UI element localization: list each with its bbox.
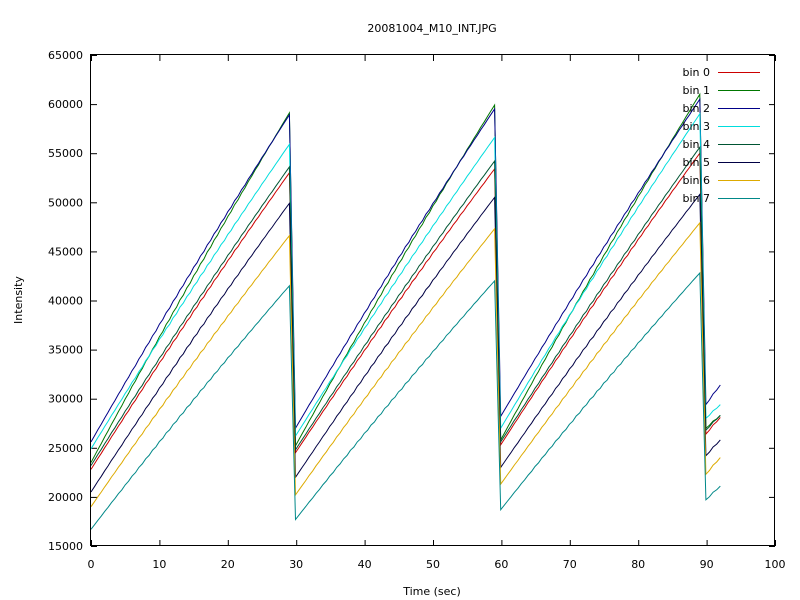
series-line-4 [90,145,721,466]
legend-label: bin 0 [682,66,710,79]
legend-label: bin 2 [682,102,710,115]
y-axis-ticks: 15000 20000 25000 30000 35000 40000 45000 50000… [48,49,83,553]
series-line-3 [90,112,721,450]
x-tick-label: 60 [494,558,508,571]
legend-label: bin 6 [682,174,710,187]
series-line-0 [90,151,721,470]
x-tick-label: 50 [426,558,440,571]
y-tick-label: 60000 [48,98,83,111]
tick-marks [91,55,776,547]
y-tick-label: 25000 [48,442,83,455]
x-tick-label: 20 [221,558,235,571]
x-tick-label: 40 [358,558,372,571]
y-tick-label: 65000 [48,49,83,62]
y-tick-label: 55000 [48,147,83,160]
series-line-2 [90,97,721,443]
x-tick-label: 100 [765,558,786,571]
series-line-7 [90,271,721,530]
series-line-5 [90,192,721,493]
x-axis-label: Time (sec) [402,585,461,598]
x-axis-ticks: 0 10 20 30 40 50 60 70 80 90 100 [88,558,786,571]
series-line-1 [90,92,721,463]
legend-label: bin 1 [682,84,710,97]
x-tick-label: 80 [631,558,645,571]
legend: bin 0 bin 1 bin 2 bin 3 bin 4 bin 5 bin 6 bin 7 [682,66,760,205]
legend-label: bin 4 [682,138,710,151]
x-tick-label: 70 [563,558,577,571]
y-tick-label: 30000 [48,393,83,406]
x-tick-label: 10 [152,558,166,571]
y-tick-label: 50000 [48,196,83,209]
legend-label: bin 7 [682,192,710,205]
legend-label: bin 3 [682,120,710,133]
y-tick-label: 40000 [48,295,83,308]
y-tick-label: 35000 [48,344,83,357]
y-tick-label: 15000 [48,540,83,553]
series-line-6 [90,221,721,507]
x-tick-label: 30 [289,558,303,571]
y-tick-label: 45000 [48,245,83,258]
plot-frame [90,54,775,546]
legend-label: bin 5 [682,156,710,169]
y-axis-label: Intensity [12,276,25,324]
x-tick-label: 0 [88,558,95,571]
x-tick-label: 90 [700,558,714,571]
series-lines [90,92,721,530]
y-tick-label: 20000 [48,491,83,504]
chart-title: 20081004_M10_INT.JPG [367,22,496,35]
